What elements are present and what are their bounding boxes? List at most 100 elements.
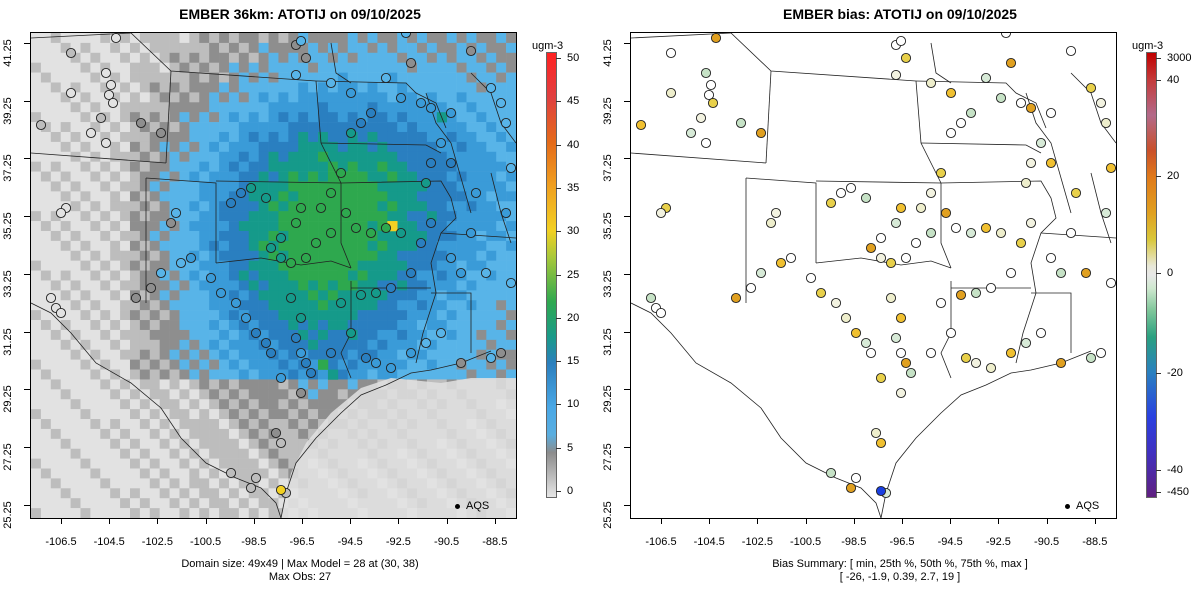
grid-cell [209,201,220,212]
grid-cell [357,171,368,182]
grid-cell [407,92,418,103]
aqs-station-marker [835,187,847,199]
grid-cell [179,409,190,420]
grid-cell [129,72,141,83]
grid-cell [60,458,71,469]
grid-cell [426,310,438,321]
grid-cell [120,250,131,261]
aqs-station-marker [1015,237,1027,249]
grid-cell [31,310,42,321]
grid-cell [357,33,368,44]
grid-cell [496,260,507,271]
grid-cell [179,478,190,489]
colorbar-tick-label: 30 [567,225,580,238]
grid-cell [60,290,71,301]
grid-cell [50,409,61,420]
grid-cell [80,240,91,252]
grid-cell [139,240,151,252]
grid-cell [456,131,467,143]
x-tick-mark [205,518,207,524]
grid-cell [327,92,339,103]
grid-cell [219,191,230,202]
concentration-map [30,32,517,519]
grid-cell [367,211,378,222]
grid-cell [238,92,250,103]
grid-cell [248,82,259,93]
grid-cell [120,112,131,123]
grid-cell [40,468,52,479]
grid-cell [407,171,418,182]
grid-cell [228,329,240,341]
y-tick-mark [24,273,30,275]
grid-cell [446,260,457,271]
grid-cell [417,300,428,311]
grid-cell [456,33,467,44]
aqs-station-marker [465,45,477,57]
grid-cell [209,211,220,222]
aqs-station-marker [260,192,272,204]
grid-cell [446,181,457,192]
grid-cell [120,181,131,192]
grid-cell [238,171,250,182]
grid-cell [219,52,230,63]
grid-cell [238,300,250,311]
grid-cell [258,82,269,93]
grid-cell [169,428,180,440]
grid-cell [139,191,151,202]
grid-cell [219,250,230,261]
grid-cell [199,72,210,83]
grid-cell [397,72,408,83]
grid-cell [238,33,250,44]
aqs-station-marker [865,347,877,359]
x-tick-mark [661,518,662,524]
grid-cell [120,260,131,271]
grid-cell [199,260,210,271]
grid-cell [486,171,497,182]
grid-cell [347,201,358,212]
grid-cell [90,428,101,440]
aqs-station-marker [240,312,252,324]
grid-cell [327,280,339,291]
x-tick-label: -98.5 [241,536,267,548]
grid-cell [466,92,477,103]
grid-cell [110,191,121,202]
grid-cell [129,131,141,143]
aqs-station-marker [295,202,307,214]
grid-cell [219,478,230,489]
grid-cell [80,498,91,509]
grid-cell [129,221,141,232]
grid-cell [506,260,516,271]
grid-cell [456,102,467,113]
grid-cell [337,141,349,153]
grid-cell [288,320,299,331]
grid-cell [466,141,477,153]
grid-cell [446,52,457,63]
grid-cell [100,349,111,360]
grid-cell [50,151,61,162]
grid-cell [327,42,339,54]
grid-cell [308,131,319,143]
aqs-legend-dot-icon [455,503,460,509]
grid-cell [70,72,81,83]
grid-cell [80,191,91,202]
grid-cell [120,339,131,351]
grid-cell [199,52,210,63]
grid-cell [40,260,52,271]
grid-cell [31,290,42,301]
grid-cell [496,240,507,252]
grid-cell [298,240,309,252]
grid-cell [278,181,289,192]
grid-cell [80,181,91,192]
aqs-station-marker [107,97,119,109]
grid-cell [318,320,329,331]
grid-cell [496,141,507,153]
grid-cell [219,339,230,351]
grid-cell [70,191,81,202]
grid-cell [417,290,428,301]
grid-cell [219,448,230,459]
grid-cell [407,33,418,44]
grid-cell [486,310,497,321]
grid-cell [238,230,250,242]
grid-cell [327,300,339,311]
grid-cell [120,399,131,410]
